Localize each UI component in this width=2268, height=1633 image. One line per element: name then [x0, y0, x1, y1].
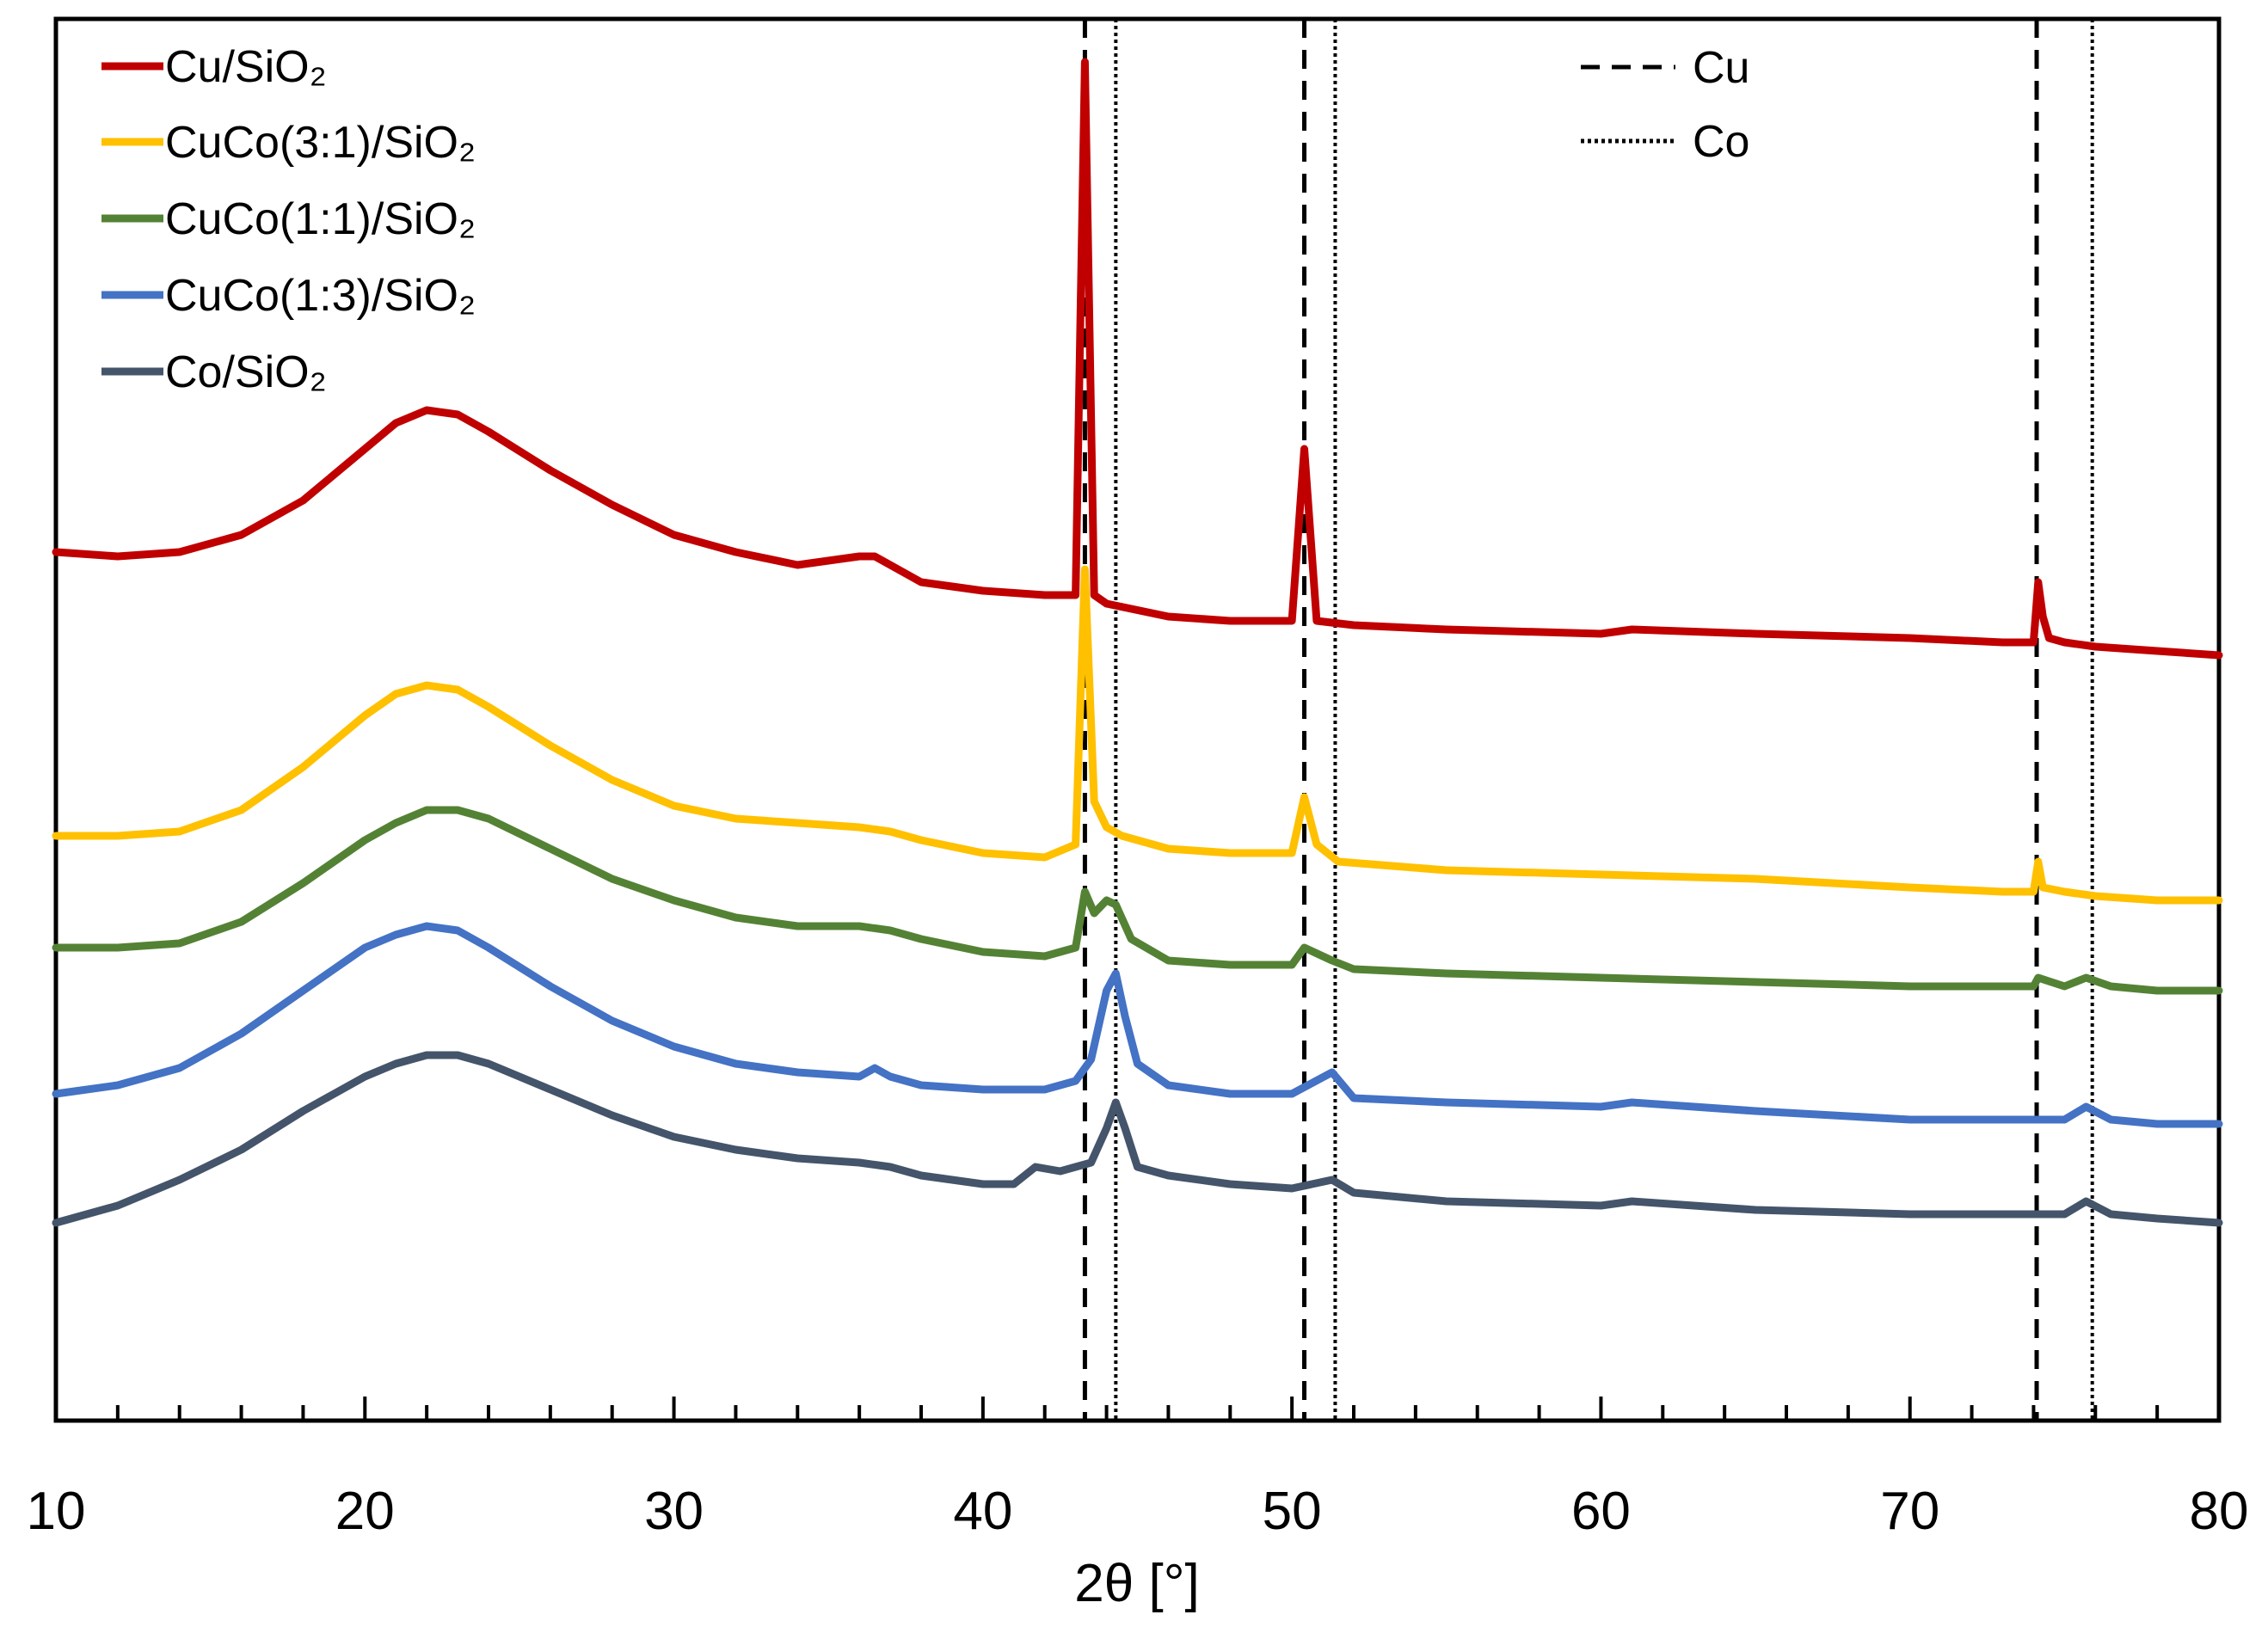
x-axis-tick-labels: 10 20 30 40 50 60 70 80	[27, 1482, 2249, 1541]
legend-label-cuco-1-1: CuCo(1:1)/SiO₂	[165, 194, 476, 244]
series-layer	[52, 58, 2223, 1227]
series-line-3	[52, 922, 2223, 1128]
series-line-1	[52, 565, 2223, 905]
legend-label-co: Co/SiO₂	[165, 347, 327, 397]
plot-frame	[53, 16, 2222, 1423]
series-line-2	[52, 806, 2223, 995]
series-legend: Cu/SiO₂ CuCo(3:1)/SiO₂ CuCo(1:1)/SiO₂ Cu…	[101, 42, 476, 397]
x-tick-label: 60	[1571, 1482, 1631, 1541]
legend-label-cu-reference: Cu	[1693, 43, 1749, 93]
series-line-4	[52, 1051, 2223, 1227]
reference-legend: Cu Co	[1581, 43, 1749, 167]
x-axis-ticks	[54, 1397, 2221, 1421]
legend-label-cu: Cu/SiO₂	[165, 42, 327, 92]
x-tick-label: 40	[953, 1482, 1012, 1541]
x-tick-label: 20	[335, 1482, 395, 1541]
series-line-0	[52, 58, 2223, 660]
legend-label-co-reference: Co	[1693, 117, 1749, 167]
x-axis-title: 2θ [°]	[1074, 1554, 1199, 1613]
legend-label-cuco-3-1: CuCo(3:1)/SiO₂	[165, 118, 476, 168]
x-tick-label: 30	[644, 1482, 704, 1541]
x-tick-label: 50	[1263, 1482, 1322, 1541]
x-tick-label: 10	[27, 1482, 86, 1541]
legend-label-cuco-1-3: CuCo(1:3)/SiO₂	[165, 271, 476, 321]
x-tick-label: 70	[1880, 1482, 1939, 1541]
x-tick-label: 80	[2190, 1482, 2249, 1541]
